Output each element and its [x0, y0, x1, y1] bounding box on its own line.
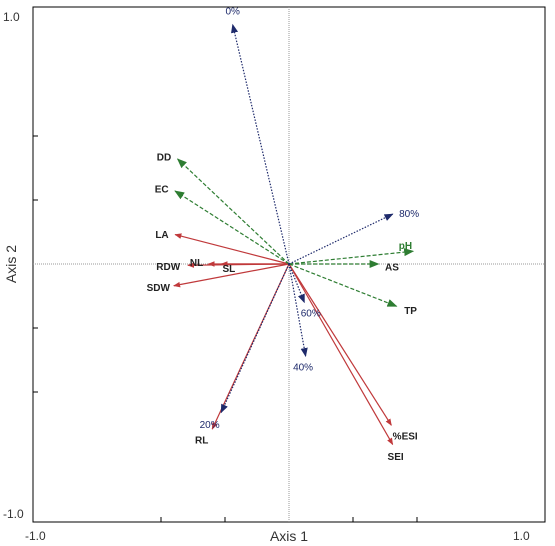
vector-label-as: AS	[385, 263, 399, 274]
vector-label-20: 20%	[200, 420, 220, 431]
vector-label-sei: SEI	[388, 452, 404, 463]
vector-arrow-80	[288, 213, 394, 265]
vector-label-80: 80%	[399, 209, 419, 220]
vector-label-la: LA	[155, 230, 168, 241]
vector-label-sl: SL	[222, 264, 235, 275]
y-tick-top: 1.0	[3, 10, 20, 24]
vector-label-rl: RL	[195, 435, 208, 446]
vector-label-rdw: RDW	[156, 262, 180, 273]
vector-arrow-ec	[174, 190, 290, 265]
x-axis-title: Axis 1	[270, 528, 308, 544]
vector-label-60: 60%	[301, 309, 321, 320]
vector-label-nl: NL	[190, 258, 203, 269]
vector-arrow-sei	[288, 263, 394, 446]
vector-arrow-sdw	[173, 263, 290, 288]
y-tick-bottom: -1.0	[3, 507, 24, 521]
vector-arrow-la	[174, 233, 290, 265]
vector-arrow-dd	[176, 158, 290, 265]
vector-arrow-ph	[288, 248, 415, 265]
vector-label-ec: EC	[155, 184, 169, 195]
vector-label-tp: TP	[404, 306, 417, 317]
vector-arrow-40	[288, 263, 308, 358]
vector-arrow-tp	[288, 263, 398, 307]
vector-arrow-esi	[288, 263, 392, 426]
vector-label-sdw: SDW	[147, 283, 171, 294]
vector-label-dd: DD	[157, 152, 171, 163]
vector-label-40: 40%	[293, 362, 313, 373]
vector-arrow-20	[220, 263, 290, 414]
x-tick-left: -1.0	[25, 529, 46, 543]
vector-label-0: 0%	[225, 7, 240, 18]
vector-label-esi: %ESI	[393, 432, 418, 443]
vector-arrow-60	[288, 263, 305, 304]
y-axis-title: Axis 2	[3, 245, 19, 283]
axis-ticks	[33, 135, 418, 522]
x-tick-right: 1.0	[513, 529, 530, 543]
vector-arrow-0	[231, 23, 290, 265]
vector-label-ph: pH	[399, 241, 412, 252]
